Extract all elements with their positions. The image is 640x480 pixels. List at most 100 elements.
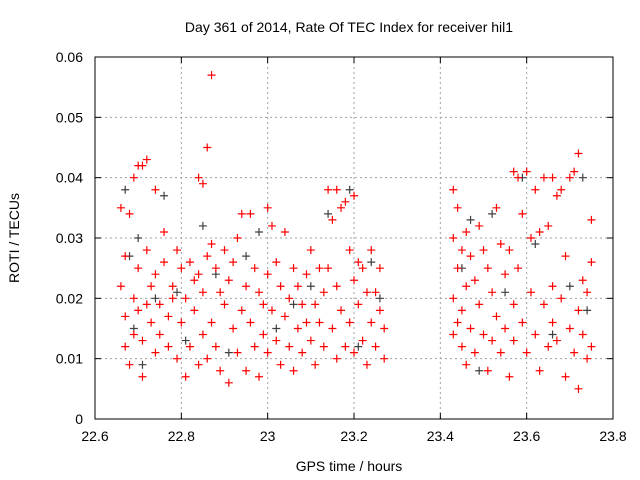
data-point-primary <box>129 294 138 303</box>
data-point-primary <box>548 318 557 327</box>
data-point-primary <box>492 203 501 212</box>
data-point-primary <box>453 203 462 212</box>
y-tick-label: 0 <box>75 411 83 427</box>
data-point-primary <box>509 300 518 309</box>
data-point-primary <box>194 270 203 279</box>
data-point-primary <box>151 348 160 357</box>
data-point-primary <box>345 318 354 327</box>
data-point-primary <box>488 336 497 345</box>
data-point-primary <box>345 246 354 255</box>
data-point-primary <box>198 330 207 339</box>
data-point-primary <box>194 360 203 369</box>
data-point-secondary <box>583 306 592 315</box>
data-point-primary <box>190 306 199 315</box>
data-point-primary <box>116 203 125 212</box>
data-point-primary <box>306 336 315 345</box>
data-point-primary <box>160 258 169 267</box>
data-point-primary <box>272 258 281 267</box>
data-point-primary <box>514 173 523 182</box>
data-point-primary <box>587 342 596 351</box>
data-point-primary <box>470 348 479 357</box>
data-point-primary <box>181 294 190 303</box>
data-point-primary <box>548 282 557 291</box>
data-point-primary <box>242 282 251 291</box>
data-point-primary <box>224 378 233 387</box>
data-point-primary <box>246 318 255 327</box>
data-point-primary <box>350 191 358 200</box>
data-point-primary <box>462 227 471 236</box>
data-point-primary <box>324 264 333 273</box>
data-point-primary <box>246 209 255 218</box>
data-point-primary <box>173 354 182 363</box>
data-point-secondary <box>501 288 510 297</box>
data-point-primary <box>362 360 371 369</box>
data-point-secondary <box>224 348 233 357</box>
data-point-primary <box>311 360 320 369</box>
data-point-primary <box>574 149 583 158</box>
data-point-primary <box>220 300 229 309</box>
x-tick-label: 23.4 <box>427 428 454 444</box>
data-point-primary <box>457 306 466 315</box>
data-point-primary <box>181 372 190 381</box>
data-point-secondary <box>324 209 333 218</box>
data-point-primary <box>354 258 363 267</box>
data-point-secondary <box>488 209 497 218</box>
data-point-primary <box>514 264 523 273</box>
data-point-primary <box>263 203 272 212</box>
data-point-primary <box>557 294 566 303</box>
data-point-primary <box>462 282 471 291</box>
data-point-primary <box>509 336 518 345</box>
data-point-primary <box>211 342 220 351</box>
data-point-primary <box>207 240 216 249</box>
data-point-primary <box>552 336 561 345</box>
data-point-primary <box>341 197 350 206</box>
data-point-primary <box>237 306 246 315</box>
data-point-primary <box>203 143 212 152</box>
y-tick-label: 0.02 <box>56 290 83 306</box>
data-point-primary <box>367 246 376 255</box>
data-point-primary <box>164 312 173 321</box>
data-point-primary <box>462 360 471 369</box>
data-point-primary <box>367 318 376 327</box>
data-point-primary <box>505 372 514 381</box>
data-point-primary <box>501 324 510 333</box>
data-point-primary <box>203 252 212 261</box>
data-point-secondary <box>138 360 147 369</box>
data-point-primary <box>142 246 151 255</box>
data-point-primary <box>298 348 307 357</box>
data-point-primary <box>315 264 324 273</box>
y-tick-label: 0.03 <box>56 230 83 246</box>
data-point-secondary <box>345 185 354 194</box>
data-point-secondary <box>367 258 376 267</box>
data-point-primary <box>160 227 169 236</box>
data-point-primary <box>280 312 289 321</box>
x-tick-label: 23.6 <box>513 428 540 444</box>
data-point-primary <box>155 300 164 309</box>
data-point-primary <box>185 258 194 267</box>
data-point-primary <box>341 342 350 351</box>
data-point-primary <box>526 288 535 297</box>
data-point-primary <box>328 324 337 333</box>
data-point-primary <box>371 342 380 351</box>
data-point-primary <box>242 366 251 375</box>
data-point-primary <box>337 306 346 315</box>
data-point-primary <box>565 173 574 182</box>
data-point-primary <box>561 372 570 381</box>
data-point-primary <box>211 264 220 273</box>
data-point-primary <box>375 264 384 273</box>
data-point-primary <box>380 324 389 333</box>
data-point-primary <box>285 294 294 303</box>
data-point-primary <box>449 330 458 339</box>
data-points <box>116 71 596 393</box>
plot-frame <box>94 56 614 420</box>
data-point-secondary <box>548 330 557 339</box>
data-point-primary <box>483 264 492 273</box>
data-point-primary <box>151 185 160 194</box>
data-point-primary <box>177 318 186 327</box>
data-point-primary <box>380 354 389 363</box>
data-point-primary <box>255 288 264 297</box>
data-point-primary <box>328 215 337 224</box>
data-point-primary <box>324 185 333 194</box>
data-point-primary <box>570 167 579 176</box>
data-point-primary <box>565 324 574 333</box>
